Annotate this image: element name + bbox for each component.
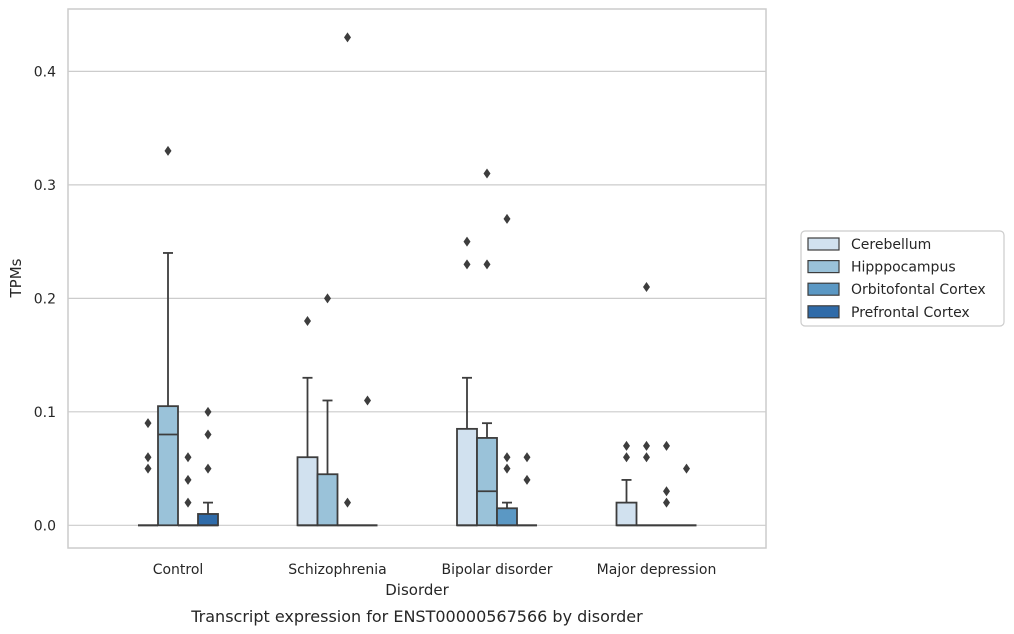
outlier-point: [623, 452, 630, 463]
y-tick-labels: 0.0 0.1 0.2 0.3 0.4: [34, 64, 56, 534]
boxes: [138, 32, 697, 527]
outlier-point: [304, 316, 311, 327]
outlier-point: [643, 440, 650, 451]
box-group: [178, 452, 198, 527]
outlier-point: [503, 452, 511, 463]
box-group: [296, 316, 319, 527]
y-tick-label: 0.0: [34, 518, 56, 534]
legend-swatch: [807, 282, 840, 296]
box-group: [517, 452, 537, 527]
box-group: [636, 282, 657, 527]
box-rect: [476, 437, 498, 527]
chart-caption: Transcript expression for ENST0000056756…: [190, 607, 643, 626]
outlier-point: [483, 168, 491, 179]
legend-label: Cerebellum: [851, 237, 931, 253]
x-tick-label: Bipolar disorder: [441, 562, 552, 578]
outlier-point: [344, 497, 351, 508]
box-rect: [316, 473, 339, 527]
legend-label: Orbitofontal Cortex: [851, 282, 986, 298]
box-rect: [456, 427, 478, 527]
box-group: [456, 236, 478, 527]
outlier-point: [204, 429, 212, 440]
box-group: [316, 293, 339, 527]
box-rect: [615, 501, 638, 527]
outlier-point: [523, 474, 531, 485]
y-axis-label: TPMs: [7, 258, 25, 298]
y-tick-label: 0.1: [34, 405, 56, 421]
box-group: [676, 463, 697, 527]
outlier-point: [324, 293, 331, 304]
box-group: [157, 145, 179, 527]
outlier-point: [483, 259, 491, 270]
y-tick-label: 0.3: [34, 178, 56, 194]
outlier-point: [204, 463, 212, 474]
outlier-point: [463, 236, 471, 247]
box-rect: [157, 405, 179, 527]
box-group: [337, 32, 358, 527]
outlier-point: [184, 452, 192, 463]
legend-label: Prefrontal Cortex: [851, 305, 970, 321]
x-tick-label: Schizophrenia: [288, 562, 386, 578]
outlier-point: [683, 463, 690, 474]
outlier-point: [184, 474, 192, 485]
plot-frame: [67, 8, 767, 549]
box-group: [138, 418, 158, 527]
box-rect: [496, 507, 518, 527]
legend-swatch: [807, 260, 840, 274]
legend-frame: [800, 230, 1005, 327]
outlier-point: [144, 418, 152, 429]
outlier-point: [623, 440, 630, 451]
y-tick-label: 0.2: [34, 291, 56, 307]
legend-label: Hipppocampus: [851, 260, 956, 276]
box-group: [496, 213, 518, 527]
box-group: [615, 440, 638, 527]
x-tick-label: Control: [153, 562, 204, 578]
legend-swatch: [807, 237, 840, 251]
legend: Cerebellum Hipppocampus Orbitofontal Corte…: [800, 230, 1005, 327]
y-tick-label: 0.4: [34, 64, 56, 80]
x-tick-label: Major depression: [597, 562, 717, 578]
outlier-point: [204, 406, 212, 417]
box-rect: [197, 513, 219, 527]
outlier-point: [503, 463, 511, 474]
x-axis-label: Disorder: [385, 581, 449, 599]
outlier-point: [463, 259, 471, 270]
box-group: [656, 440, 677, 527]
outlier-point: [663, 497, 670, 508]
outlier-point: [523, 452, 531, 463]
outlier-point: [144, 463, 152, 474]
outlier-point: [663, 486, 670, 497]
outlier-point: [643, 282, 650, 293]
outlier-point: [344, 32, 351, 43]
box-group: [197, 406, 219, 527]
box-rect: [296, 456, 319, 527]
outlier-point: [144, 452, 152, 463]
outlier-point: [164, 145, 172, 156]
x-tick-labels: Control Schizophrenia Bipolar disorder Majo…: [153, 562, 717, 578]
outlier-point: [663, 440, 670, 451]
legend-swatch: [807, 305, 840, 319]
outlier-point: [503, 213, 511, 224]
outlier-point: [364, 395, 371, 406]
outlier-point: [184, 497, 192, 508]
box-group: [476, 168, 498, 527]
outlier-point: [643, 452, 650, 463]
box-group: [357, 395, 378, 527]
